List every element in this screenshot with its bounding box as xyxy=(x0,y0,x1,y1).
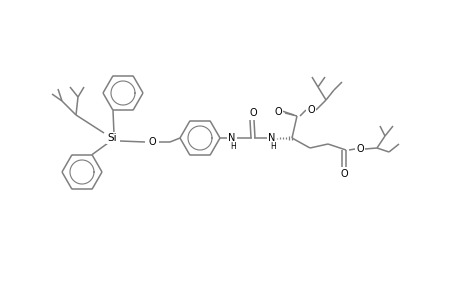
Text: N: N xyxy=(228,133,235,143)
Text: Si: Si xyxy=(107,133,117,143)
Text: O: O xyxy=(307,105,314,115)
Text: O: O xyxy=(274,107,281,117)
Text: O: O xyxy=(340,169,347,179)
Text: N: N xyxy=(268,133,275,143)
Text: O: O xyxy=(148,137,156,147)
Text: O: O xyxy=(249,108,256,118)
Text: O: O xyxy=(355,144,363,154)
Text: H: H xyxy=(230,142,235,151)
Text: H: H xyxy=(269,142,275,151)
